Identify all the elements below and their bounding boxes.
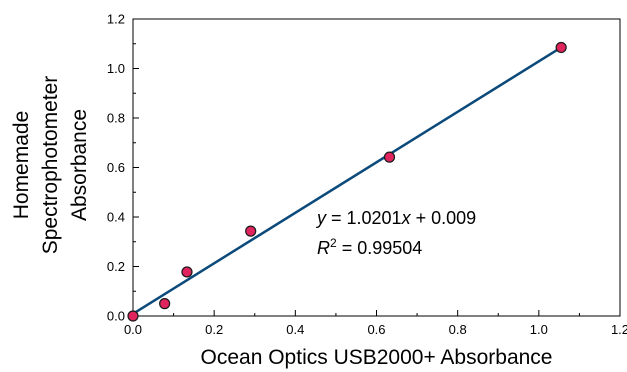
x-tick-label: 0.2 [205,322,223,337]
y-axis-ticks: 0.0 0.2 0.4 0.6 0.8 1.0 1.2 [107,12,139,324]
equation-slope: = 1.0201 [326,208,402,228]
x-tick-label: 0.0 [124,322,142,337]
y-axis-title-line-2: Spectrophotometer [39,76,62,255]
r-squared-exponent: 2 [330,236,337,250]
y-axis-title-line-1: Homemade [10,111,33,220]
y-tick-label: 0.0 [107,309,125,324]
equation-y: y [315,208,327,228]
equation-x: x [401,208,412,228]
y-tick-label: 0.4 [107,210,125,225]
r-squared-value: = 0.99504 [337,238,423,258]
y-axis-title-line-3: Absorbance [68,109,91,221]
regression-line [132,46,562,315]
x-tick-label: 0.8 [449,322,467,337]
x-tick-label: 1.2 [611,322,627,337]
y-tick-label: 1.0 [107,61,125,76]
x-tick-label: 0.6 [367,322,385,337]
r-squared-symbol: R [317,238,330,258]
data-point [159,298,171,310]
y-tick-label: 0.8 [107,111,125,126]
data-point [127,310,139,322]
data-points [127,41,567,322]
data-point [181,266,193,278]
data-point [383,151,396,163]
x-tick-label: 1.0 [530,322,548,337]
regression-equation: y = 1.0201x + 0.009 [315,208,476,228]
equation-intercept: + 0.009 [411,208,477,228]
data-point [245,225,257,237]
y-tick-label: 0.6 [107,160,125,175]
x-tick-label: 0.4 [286,322,304,337]
y-tick-label: 0.2 [107,259,125,274]
x-axis-ticks: 0.0 0.2 0.4 0.6 0.8 1.0 1.2 [124,310,627,337]
y-tick-label: 1.2 [107,12,125,27]
y-axis-title: Homemade Spectrophotometer Absorbance [10,76,91,255]
data-point [555,41,567,54]
plot-area-frame [132,18,621,317]
r-squared-label: R2 = 0.99504 [317,236,422,258]
x-axis-title: Ocean Optics USB2000+ Absorbance [201,346,553,369]
